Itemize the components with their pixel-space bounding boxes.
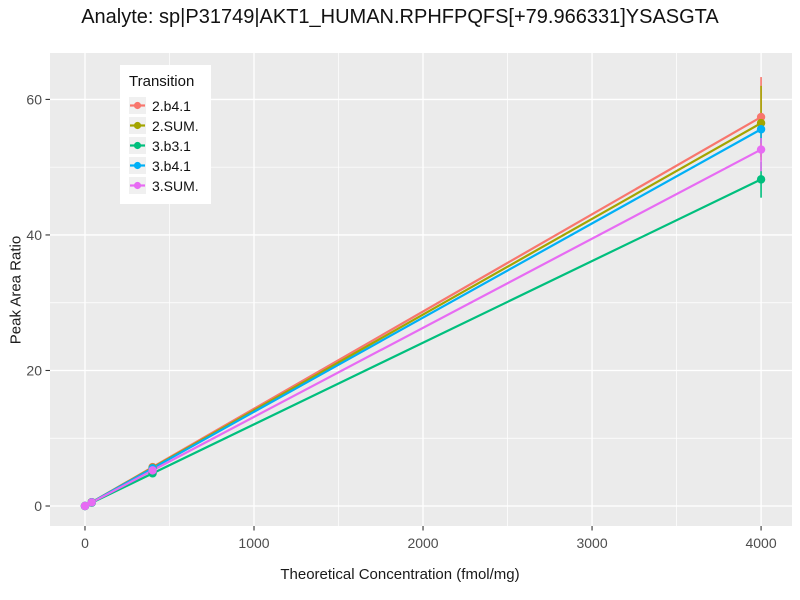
data-point-2.b4.1 (756, 112, 766, 122)
legend-label: 3.SUM. (152, 177, 199, 194)
x-tick-label: 0 (81, 535, 89, 551)
legend-item-3.b3.1: 3.b3.1 (129, 137, 199, 154)
legend-item-3.b4.1: 3.b4.1 (129, 157, 199, 174)
legend-item-2.b4.1: 2.b4.1 (129, 97, 199, 114)
y-tick-label: 40 (26, 227, 42, 243)
x-tick-label: 1000 (238, 535, 269, 551)
data-point-3.SUM. (148, 466, 157, 475)
y-tick-label: 20 (26, 362, 42, 378)
x-tick-label: 2000 (407, 535, 438, 551)
legend-item-2.SUM.: 2.SUM. (129, 117, 199, 134)
legend-key-icon-3.SUM. (129, 177, 146, 194)
x-axis-label: Theoretical Concentration (fmol/mg) (280, 566, 520, 583)
legend-key-icon-2.b4.1 (129, 97, 146, 114)
legend-label: 2.b4.1 (152, 97, 191, 114)
y-tick-label: 0 (34, 498, 42, 514)
data-point-3.SUM. (756, 145, 766, 154)
data-point-3.SUM. (80, 501, 90, 511)
y-axis-label: Peak Area Ratio (7, 235, 25, 345)
legend: Transition 2.b4.1 2.SUM. 3.b3.1 3.b4.1 3.SUM… (120, 65, 211, 204)
chart-title: Analyte: sp|P31749|AKT1_HUMAN.RPHFPQFS[+… (81, 6, 719, 28)
legend-key-icon-3.b3.1 (129, 137, 146, 154)
legend-items: 2.b4.1 2.SUM. 3.b3.1 3.b4.1 3.SUM. (129, 97, 199, 194)
legend-label: 3.b4.1 (152, 157, 191, 174)
data-point-3.SUM. (87, 498, 96, 507)
y-tick-label: 60 (26, 91, 42, 107)
legend-key-icon-3.b4.1 (129, 157, 146, 174)
legend-title: Transition (129, 73, 195, 90)
x-tick-label: 3000 (576, 535, 607, 551)
data-point-2.SUM. (756, 118, 766, 128)
x-tick-label: 4000 (745, 535, 776, 551)
data-point-3.b4.1 (756, 125, 766, 134)
legend-key-icon-2.SUM. (129, 117, 146, 134)
data-point-3.b3.1 (756, 175, 766, 184)
legend-label: 2.SUM. (152, 117, 199, 134)
legend-label: 3.b3.1 (152, 137, 191, 154)
legend-item-3.SUM.: 3.SUM. (129, 177, 199, 194)
